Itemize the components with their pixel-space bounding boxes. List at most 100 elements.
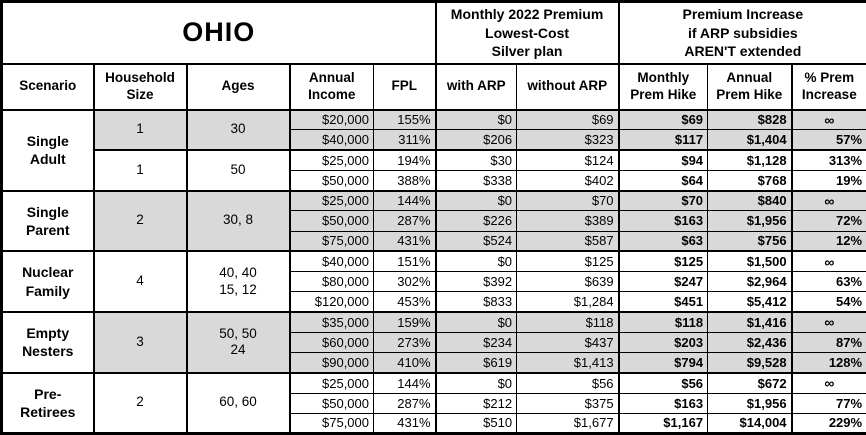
pct-increase-cell: 77% <box>791 392 866 414</box>
col-header-annual-prem-hike: Annual Prem Hike <box>707 63 793 111</box>
fpl-cell: 151% <box>372 250 437 273</box>
monthly-hike-cell: $70 <box>618 189 709 212</box>
pct-increase-cell: 87% <box>791 331 866 354</box>
without-arp-cell: $639 <box>516 270 620 293</box>
monthly-hike-cell: $451 <box>618 291 709 313</box>
col-header-fpl: FPL <box>372 63 437 111</box>
scenario-cell: Single Parent <box>1 189 95 252</box>
annual-income-cell: $50,000 <box>289 169 374 192</box>
table-row: $80,000 302% $392 $639 $247 $2,964 63% <box>2 270 866 293</box>
ages-cell: 50 <box>186 149 291 191</box>
table-row: Single Adult 1 30 $20,000 155% $0 $69 $69 $828 ∞ <box>1 108 866 191</box>
pct-increase-cell: 128% <box>791 351 866 374</box>
table-row: 1 50 $25,000 194% $30 $124 $94 $1,128 313% <box>2 148 866 191</box>
household-size-cell: 2 <box>93 189 188 252</box>
with-arp-cell: $833 <box>435 291 518 313</box>
pct-increase-cell: 54% <box>791 291 866 313</box>
fpl-cell: 287% <box>372 210 437 232</box>
without-arp-cell: $437 <box>516 331 620 354</box>
with-arp-cell: $226 <box>435 210 518 232</box>
column-header-row: Scenario Household Size Ages Annual Inco… <box>1 63 866 111</box>
fpl-cell: 155% <box>372 108 437 131</box>
monthly-hike-cell: $64 <box>618 169 709 192</box>
without-arp-cell: $69 <box>516 108 620 131</box>
fpl-cell: 410% <box>372 351 437 374</box>
monthly-hike-cell: $794 <box>618 351 709 374</box>
without-arp-cell: $323 <box>516 129 620 151</box>
without-arp-cell: $389 <box>516 210 620 232</box>
monthly-hike-cell: $1,167 <box>618 412 709 435</box>
fpl-cell: 388% <box>372 169 437 192</box>
annual-hike-cell: $840 <box>707 189 793 212</box>
without-arp-cell: $1,284 <box>516 291 620 313</box>
table-row: $50,000 287% $226 $389 $163 $1,956 72% <box>2 210 866 232</box>
annual-income-cell: $75,000 <box>289 412 374 435</box>
fpl-cell: 302% <box>372 270 437 293</box>
monthly-hike-cell: $125 <box>618 250 709 273</box>
annual-hike-cell: $672 <box>707 371 793 394</box>
ages-cell: 60, 60 <box>186 371 291 434</box>
without-arp-cell: $70 <box>516 189 620 212</box>
table-row: Empty Nesters 3 50, 50 24 $35,000 159% $0 $118… <box>1 310 866 374</box>
col-header-with-arp: with ARP <box>435 63 518 111</box>
annual-hike-cell: $2,964 <box>707 270 793 293</box>
with-arp-cell: $524 <box>435 230 518 252</box>
household-size-cell: 3 <box>93 311 188 374</box>
annual-income-cell: $120,000 <box>289 291 374 313</box>
monthly-hike-cell: $56 <box>618 371 709 394</box>
fpl-cell: 311% <box>372 129 437 151</box>
annual-income-cell: $60,000 <box>289 331 374 354</box>
with-arp-cell: $0 <box>435 189 518 212</box>
with-arp-cell: $392 <box>435 270 518 293</box>
table-row: Nuclear Family 4 40, 40 15, 12 $40,000 151% $… <box>1 250 866 313</box>
annual-hike-cell: $9,528 <box>707 351 793 374</box>
annual-income-cell: $75,000 <box>289 230 374 252</box>
scenario-cell: Single Adult <box>1 109 95 191</box>
without-arp-cell: $375 <box>516 392 620 414</box>
annual-income-cell: $35,000 <box>289 310 374 333</box>
annual-income-cell: $90,000 <box>289 351 374 374</box>
ages-cell: 50, 50 24 <box>186 311 291 374</box>
without-arp-cell: $56 <box>516 371 620 394</box>
section-header-row: OHIO Monthly 2022 Premium Lowest-Cost Si… <box>0 1 866 65</box>
annual-income-cell: $50,000 <box>289 392 374 414</box>
ages-cell: 30 <box>186 109 291 151</box>
col-header-pct-prem-increase: % Prem Increase <box>791 63 866 111</box>
annual-hike-cell: $2,436 <box>707 331 793 354</box>
annual-hike-cell: $1,500 <box>707 250 793 273</box>
annual-income-cell: $25,000 <box>289 148 374 171</box>
pct-increase-cell: 19% <box>791 169 866 192</box>
scenario-cell: Nuclear Family <box>1 250 95 313</box>
table-row: $50,000 388% $338 $402 $64 $768 19% <box>2 169 866 192</box>
state-title: OHIO <box>0 1 437 65</box>
ages-cell: 40, 40 15, 12 <box>186 250 291 313</box>
household-size-cell: 4 <box>93 250 188 313</box>
table-row: $75,000 431% $524 $587 $63 $756 12% <box>2 230 866 252</box>
pct-increase-cell: ∞ <box>791 108 866 131</box>
monthly-hike-cell: $247 <box>618 270 709 293</box>
with-arp-cell: $0 <box>435 250 518 273</box>
fpl-cell: 144% <box>372 189 437 212</box>
monthly-hike-cell: $163 <box>618 392 709 414</box>
table-body: Single Adult 1 30 $20,000 155% $0 $69 $69 $828 ∞ $… <box>1 108 866 435</box>
with-arp-cell: $0 <box>435 371 518 394</box>
scenario-cell: Pre- Retirees <box>1 371 95 434</box>
monthly-hike-cell: $118 <box>618 310 709 333</box>
fpl-cell: 144% <box>372 371 437 394</box>
without-arp-cell: $124 <box>516 148 620 171</box>
col-header-monthly-prem-hike: Monthly Prem Hike <box>618 63 709 111</box>
monthly-hike-cell: $63 <box>618 230 709 252</box>
annual-hike-cell: $1,128 <box>707 148 793 171</box>
premium-plan-section-header: Monthly 2022 Premium Lowest-Cost Silver … <box>435 1 620 65</box>
table-row: Pre- Retirees 2 60, 60 $25,000 144% $0 $56 $56 $… <box>1 371 866 434</box>
annual-hike-cell: $5,412 <box>707 291 793 313</box>
with-arp-cell: $30 <box>435 148 518 171</box>
without-arp-cell: $118 <box>516 310 620 333</box>
pct-increase-cell: ∞ <box>791 250 866 273</box>
monthly-hike-cell: $69 <box>618 108 709 131</box>
col-header-scenario: Scenario <box>1 63 95 111</box>
monthly-hike-cell: $163 <box>618 210 709 232</box>
without-arp-cell: $1,677 <box>516 412 620 435</box>
pct-increase-cell: 229% <box>791 412 866 435</box>
